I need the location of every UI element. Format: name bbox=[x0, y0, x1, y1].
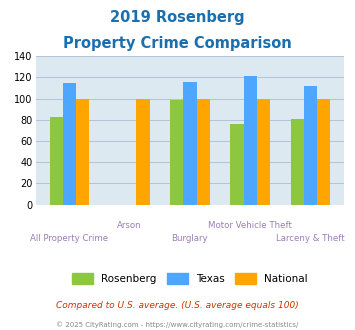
Bar bbox=[76, 99, 89, 205]
Bar bbox=[170, 100, 183, 205]
Bar bbox=[136, 99, 149, 205]
Bar bbox=[63, 82, 76, 205]
Text: Property Crime Comparison: Property Crime Comparison bbox=[63, 36, 292, 51]
Bar bbox=[317, 99, 330, 205]
Bar bbox=[50, 116, 63, 205]
Text: Larceny & Theft: Larceny & Theft bbox=[276, 234, 345, 243]
Legend: Rosenberg, Texas, National: Rosenberg, Texas, National bbox=[68, 269, 312, 288]
Text: All Property Crime: All Property Crime bbox=[31, 234, 109, 243]
Bar bbox=[304, 86, 317, 205]
Text: Compared to U.S. average. (U.S. average equals 100): Compared to U.S. average. (U.S. average … bbox=[56, 301, 299, 310]
Bar bbox=[230, 124, 244, 205]
Text: Motor Vehicle Theft: Motor Vehicle Theft bbox=[208, 221, 292, 230]
Text: Burglary: Burglary bbox=[171, 234, 208, 243]
Bar bbox=[183, 82, 197, 205]
Bar bbox=[290, 119, 304, 205]
Bar bbox=[197, 99, 210, 205]
Text: © 2025 CityRating.com - https://www.cityrating.com/crime-statistics/: © 2025 CityRating.com - https://www.city… bbox=[56, 321, 299, 328]
Bar bbox=[257, 99, 270, 205]
Bar bbox=[244, 76, 257, 205]
Text: Arson: Arson bbox=[118, 221, 142, 230]
Text: 2019 Rosenberg: 2019 Rosenberg bbox=[110, 10, 245, 25]
